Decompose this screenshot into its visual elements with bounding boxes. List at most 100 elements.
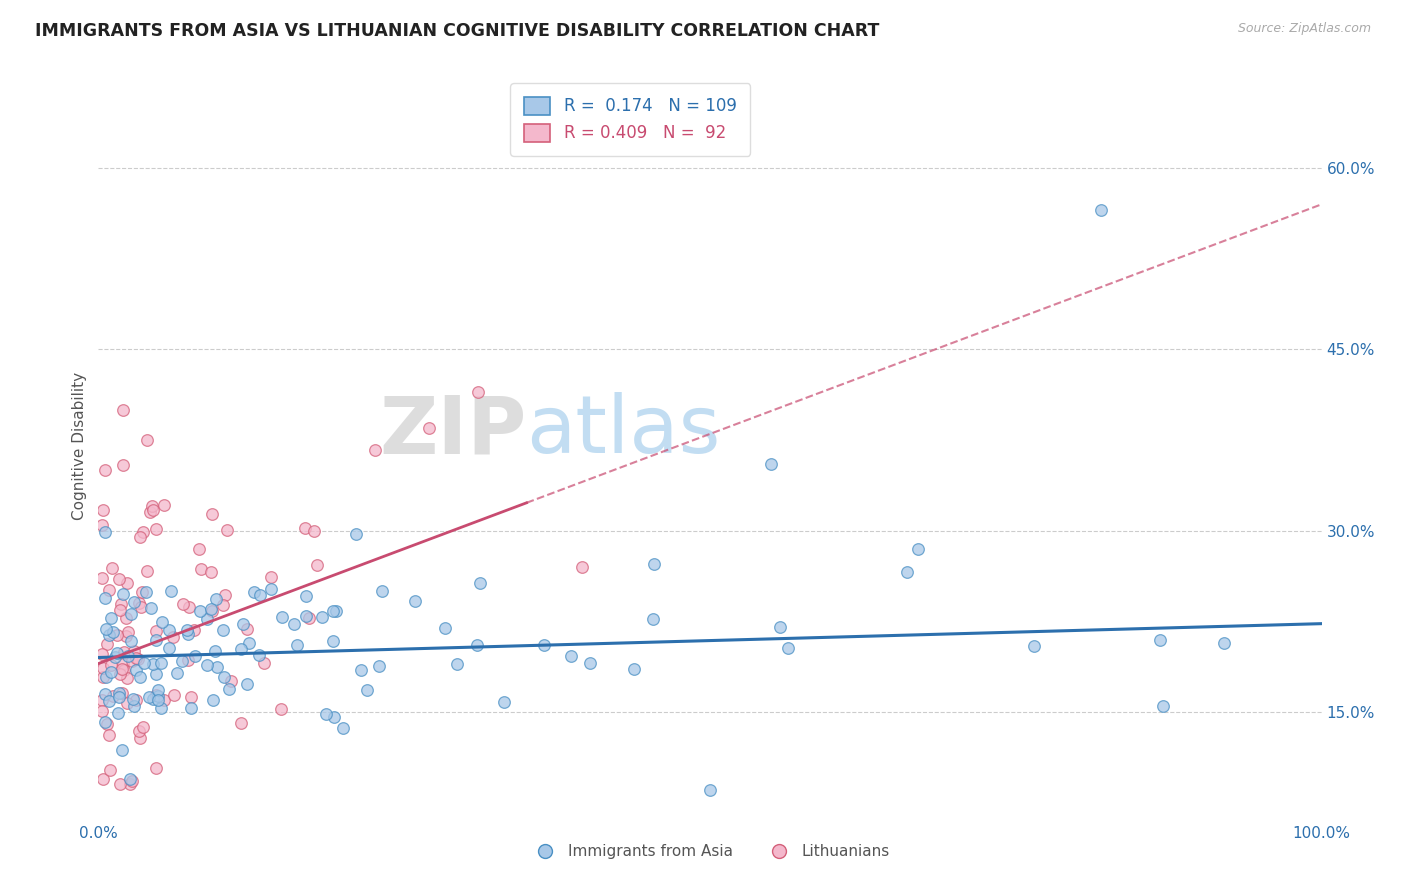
Point: [492, 695, 515, 709]
Point: [117, 671, 139, 685]
Point: [111, 458, 134, 472]
Point: [117, 625, 139, 640]
Point: [101, 560, 124, 574]
Point: [135, 584, 157, 599]
Point: [232, 616, 254, 631]
Point: [111, 657, 134, 672]
Point: [160, 584, 183, 599]
Point: [418, 421, 440, 435]
Point: [128, 596, 150, 610]
Point: [121, 654, 143, 668]
Point: [188, 605, 211, 619]
Point: [163, 688, 186, 702]
Point: [125, 692, 148, 706]
Point: [91, 647, 114, 661]
Point: [91, 670, 114, 684]
Point: [364, 443, 387, 458]
Point: [368, 659, 391, 673]
Point: [231, 641, 253, 656]
Point: [643, 612, 665, 626]
Point: [111, 402, 134, 417]
Point: [465, 638, 488, 652]
Point: [215, 523, 238, 537]
Point: [231, 716, 253, 731]
Point: [305, 558, 328, 572]
Point: [769, 620, 792, 634]
Legend: Immigrants from Asia, Lithuanians: Immigrants from Asia, Lithuanians: [524, 838, 896, 865]
Point: [236, 676, 259, 690]
Point: [285, 638, 308, 652]
Point: [131, 599, 153, 614]
Point: [120, 777, 142, 791]
Point: [148, 693, 170, 707]
Point: [98, 628, 121, 642]
Point: [94, 670, 117, 684]
Point: [761, 457, 783, 471]
Point: [179, 600, 201, 615]
Point: [298, 611, 321, 625]
Point: [129, 531, 152, 545]
Point: [468, 576, 491, 591]
Point: [190, 562, 212, 576]
Point: [434, 621, 457, 635]
Point: [115, 696, 138, 710]
Point: [93, 591, 115, 605]
Point: [135, 564, 157, 578]
Point: [571, 560, 593, 574]
Point: [146, 690, 169, 704]
Point: [96, 717, 118, 731]
Point: [145, 624, 167, 639]
Point: [104, 650, 127, 665]
Point: [1152, 698, 1174, 713]
Point: [157, 623, 180, 637]
Point: [91, 693, 114, 707]
Point: [115, 611, 138, 625]
Point: [93, 463, 115, 477]
Point: [122, 644, 145, 658]
Point: [202, 693, 225, 707]
Point: [145, 761, 167, 775]
Point: [96, 638, 118, 652]
Point: [142, 657, 165, 671]
Point: [145, 633, 167, 648]
Point: [212, 598, 235, 612]
Point: [101, 689, 124, 703]
Point: [200, 602, 222, 616]
Point: [204, 644, 226, 658]
Point: [112, 645, 135, 659]
Point: [180, 690, 202, 704]
Point: [270, 702, 292, 716]
Point: [110, 667, 132, 681]
Point: [94, 622, 117, 636]
Point: [643, 557, 665, 571]
Point: [117, 649, 139, 664]
Point: [253, 656, 276, 670]
Point: [205, 591, 228, 606]
Point: [136, 433, 159, 447]
Point: [139, 505, 162, 519]
Point: [1090, 203, 1112, 218]
Point: [107, 706, 129, 720]
Point: [122, 698, 145, 713]
Point: [172, 597, 194, 611]
Point: [150, 656, 173, 670]
Point: [111, 742, 134, 756]
Point: [172, 654, 194, 668]
Point: [120, 633, 142, 648]
Point: [142, 692, 165, 706]
Point: [205, 660, 228, 674]
Point: [236, 622, 259, 636]
Point: [1022, 639, 1045, 653]
Point: [195, 658, 218, 673]
Point: [128, 670, 150, 684]
Point: [249, 588, 271, 602]
Point: [183, 623, 205, 637]
Point: [141, 499, 163, 513]
Point: [214, 588, 236, 602]
Point: [100, 665, 122, 679]
Point: [560, 649, 582, 664]
Point: [145, 688, 167, 702]
Point: [91, 503, 114, 517]
Point: [315, 707, 337, 722]
Point: [117, 576, 139, 591]
